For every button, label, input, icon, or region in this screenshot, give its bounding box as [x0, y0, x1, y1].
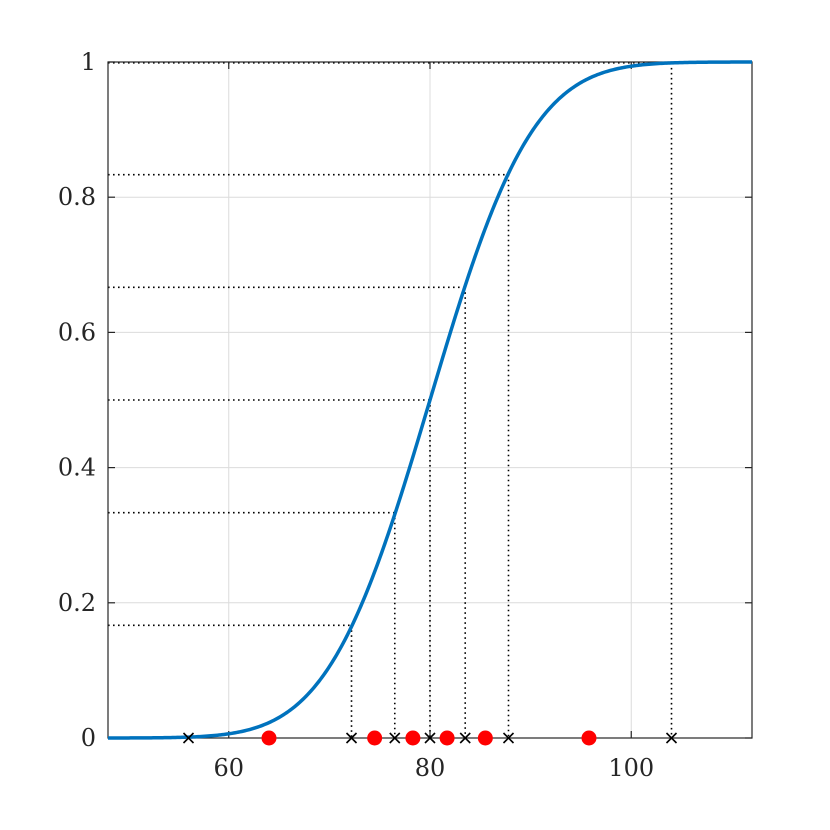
x-tick-label: 60 — [213, 754, 244, 782]
red-sample-point — [405, 730, 421, 746]
x-marker — [424, 732, 436, 744]
x-marker — [345, 732, 358, 744]
x-tick-label: 80 — [415, 754, 446, 782]
y-tick-label: 0.8 — [58, 183, 96, 211]
x-marker — [459, 732, 471, 744]
axis-ticks: 60 80 100 0 0.2 0.4 0.6 0.8 1 — [58, 48, 752, 782]
cdf-series — [107, 60, 753, 740]
red-sample-point — [439, 730, 455, 746]
x-marker — [389, 732, 401, 744]
y-tick-label: 0.6 — [58, 318, 96, 346]
quantile-guides — [108, 62, 673, 738]
x-marker — [665, 732, 678, 744]
sample-markers — [182, 730, 678, 746]
x-marker — [502, 732, 515, 744]
y-tick-label: 0.2 — [58, 589, 96, 617]
y-tick-label: 0.4 — [58, 454, 96, 482]
red-sample-point — [261, 730, 277, 746]
red-sample-point — [581, 730, 597, 746]
y-tick-label: 1 — [81, 48, 96, 76]
cdf-curve — [107, 60, 753, 740]
red-sample-point — [477, 730, 493, 746]
x-tick-label: 100 — [608, 754, 654, 782]
x-marker — [182, 732, 195, 744]
red-sample-point — [367, 730, 383, 746]
y-tick-label: 0 — [81, 724, 96, 752]
